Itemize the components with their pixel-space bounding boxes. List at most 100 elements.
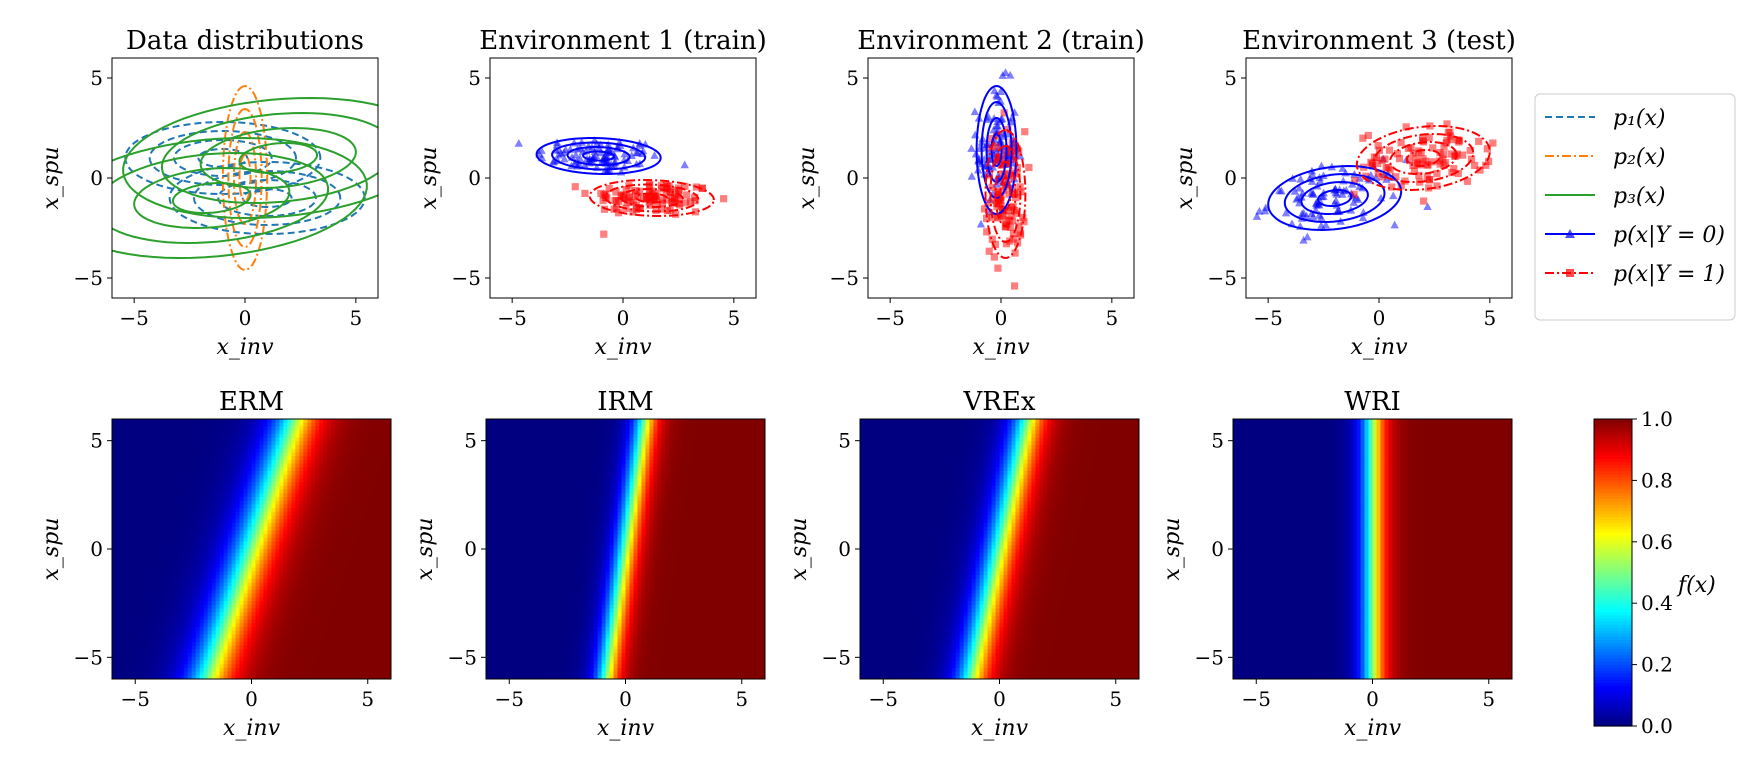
heatmap-cell (383, 627, 388, 632)
heatmap-cell (183, 526, 189, 532)
heatmap-cell (123, 619, 129, 624)
heatmap-cell (251, 474, 257, 480)
heatmap-cell (151, 545, 157, 550)
heatmap-cell (135, 549, 141, 554)
heatmap-cell (231, 593, 237, 598)
heatmap-cell (355, 485, 360, 491)
heatmap-cell (319, 448, 324, 454)
heatmap-cell (187, 549, 193, 554)
heatmap-cell (243, 623, 249, 628)
heatmap-cell (247, 478, 253, 483)
heatmap-cell (207, 489, 213, 494)
heatmap-cell (151, 615, 157, 621)
heatmap-cell (175, 422, 181, 428)
heatmap-cell (379, 497, 384, 502)
heatmap-cell (203, 604, 209, 610)
heatmap-cell (275, 471, 280, 476)
heatmap-cell (203, 504, 209, 509)
heatmap-cell (171, 634, 177, 639)
heatmap-cell (303, 560, 308, 565)
heatmap-cell (319, 619, 324, 624)
heatmap-cell (347, 608, 352, 613)
heatmap-cell (259, 523, 265, 528)
heatmap-cell (351, 589, 356, 595)
heatmap-cell (203, 500, 209, 506)
heatmap-cell (231, 578, 237, 584)
heatmap-cell (123, 552, 129, 558)
heatmap-cell (199, 511, 205, 517)
heatmap-cell (155, 511, 161, 517)
heatmap-cell (123, 575, 129, 580)
heatmap-cell (127, 515, 133, 520)
heatmap-cell (163, 549, 169, 554)
heatmap-cell (195, 452, 201, 457)
heatmap-cell (163, 478, 169, 483)
heatmap-cell (363, 545, 368, 550)
heatmap-cell (323, 448, 328, 454)
heatmap-cell (263, 630, 269, 636)
heatmap-cell (347, 541, 352, 546)
heatmap-cell (231, 482, 237, 487)
heatmap-cell (371, 489, 376, 494)
heatmap-cell (247, 593, 253, 598)
scatter-point-class-1 (672, 210, 680, 218)
heatmap-cell (187, 504, 193, 509)
heatmap-cell (359, 589, 364, 595)
heatmap-cell (339, 623, 344, 628)
heatmap-cell (307, 426, 312, 431)
heatmap-cell (307, 474, 312, 480)
heatmap-cell (339, 456, 344, 461)
heatmap-cell (127, 608, 133, 613)
scatter-point-class-1 (629, 208, 637, 216)
heatmap-cell (311, 601, 316, 606)
heatmap-cell (247, 601, 253, 606)
heatmap-cell (223, 497, 229, 502)
heatmap-cell (163, 530, 169, 535)
heatmap-cell (267, 619, 273, 624)
heatmap-cell (235, 608, 241, 613)
heatmap-cell (291, 500, 296, 506)
heatmap-cell (139, 619, 145, 624)
heatmap-cell (279, 549, 284, 554)
heatmap-cell (127, 563, 133, 569)
heatmap-cell (255, 422, 261, 428)
heatmap-cell (127, 582, 133, 587)
heatmap-cell (311, 445, 316, 450)
heatmap-cell (339, 515, 344, 520)
heatmap-cell (223, 441, 229, 446)
scatter-point-class-1 (1433, 182, 1441, 190)
heatmap-cell (171, 571, 177, 576)
heatmap-cell (295, 627, 300, 632)
heatmap-cell (327, 563, 332, 569)
heatmap-cell (367, 471, 372, 476)
heatmap-cell (195, 552, 201, 558)
heatmap-cell (179, 448, 185, 454)
heatmap-cell (351, 452, 356, 457)
heatmap-cell (299, 493, 304, 498)
heatmap-cell (279, 615, 284, 621)
heatmap-cell (343, 597, 348, 602)
heatmap-cell (207, 441, 213, 446)
heatmap-cell (287, 634, 292, 639)
heatmap-cell (291, 504, 296, 509)
heatmap-cell (112, 567, 117, 572)
heatmap-cell (247, 597, 253, 602)
heatmap-cell (371, 608, 376, 613)
heatmap-cell (135, 430, 141, 435)
heatmap-cell (131, 448, 137, 454)
scatter-point-class-1 (691, 193, 699, 202)
scatter-point-class-1 (1009, 229, 1018, 238)
heatmap-cell (139, 426, 145, 431)
heatmap-cell (307, 463, 312, 468)
heatmap-cell (159, 445, 165, 450)
heatmap-cell (315, 541, 320, 546)
heatmap-cell (355, 519, 360, 524)
heatmap-cell (227, 578, 233, 584)
heatmap-cell (263, 452, 269, 457)
heatmap-cell (131, 545, 137, 550)
heatmap-cell (227, 452, 233, 457)
heatmap-cell (131, 530, 137, 535)
heatmap-cell (112, 482, 117, 487)
heatmap-cell (383, 563, 388, 569)
heatmap-cell (112, 641, 117, 647)
